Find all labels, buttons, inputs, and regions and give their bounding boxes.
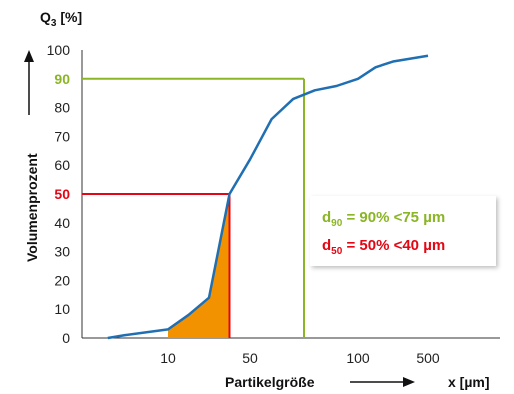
annotation-d50-sym: d: [322, 237, 331, 254]
y-tick-label: 20: [54, 272, 70, 288]
annotation-box-bg: [310, 196, 496, 266]
y-tick-label: 80: [54, 100, 70, 116]
y-tick-label: 90: [54, 71, 70, 87]
y-axis-title-sub: 3: [51, 18, 57, 29]
annotation-d90-text: = 90% <75 µm: [342, 209, 445, 226]
annotation-d90-sym: d: [322, 209, 331, 226]
y-tick-label: 0: [62, 330, 70, 346]
y-axis-side-label: Volumenprozent: [24, 153, 40, 262]
x-tick-label: 50: [242, 350, 258, 366]
y-tick-label: 10: [54, 301, 70, 317]
y-ticks: 0 10 20 30 40 50 60 70 80 90 100: [47, 42, 71, 346]
shaded-area: [168, 194, 230, 338]
y-tick-label: 70: [54, 128, 70, 144]
x-axis-label: Partikelgröße: [225, 374, 315, 390]
y-axis-title: Q3 [%]: [40, 9, 82, 29]
x-axis-unit-label: x [µm]: [448, 374, 490, 390]
annotation-box: d90 = 90% <75 µm d50 = 50% <40 µm: [310, 196, 496, 266]
annotation-d50: d50 = 50% <40 µm: [322, 237, 445, 257]
y-tick-label: 50: [54, 186, 70, 202]
x-tick-label: 500: [416, 350, 440, 366]
distribution-curve: [107, 54, 429, 340]
y-tick-label: 30: [54, 244, 70, 260]
y-tick-label: 40: [54, 215, 70, 231]
annotation-d90: d90 = 90% <75 µm: [322, 209, 445, 229]
y-axis-title-unit: [%]: [56, 9, 82, 25]
y-tick-label: 60: [54, 157, 70, 173]
x-tick-label: 10: [160, 350, 176, 366]
x-axis-arrow-head: [403, 377, 415, 387]
y-axis-title-main: Q: [40, 9, 51, 25]
annotation-d50-text: = 50% <40 µm: [342, 237, 445, 254]
y-axis-arrow-head: [24, 50, 34, 62]
annotation-d90-sub: 90: [331, 218, 343, 229]
annotation-d50-sub: 50: [331, 246, 343, 257]
y-tick-label: 100: [47, 42, 71, 58]
x-tick-label: 100: [346, 350, 370, 366]
x-ticks: 10 50 100 500: [160, 350, 440, 366]
